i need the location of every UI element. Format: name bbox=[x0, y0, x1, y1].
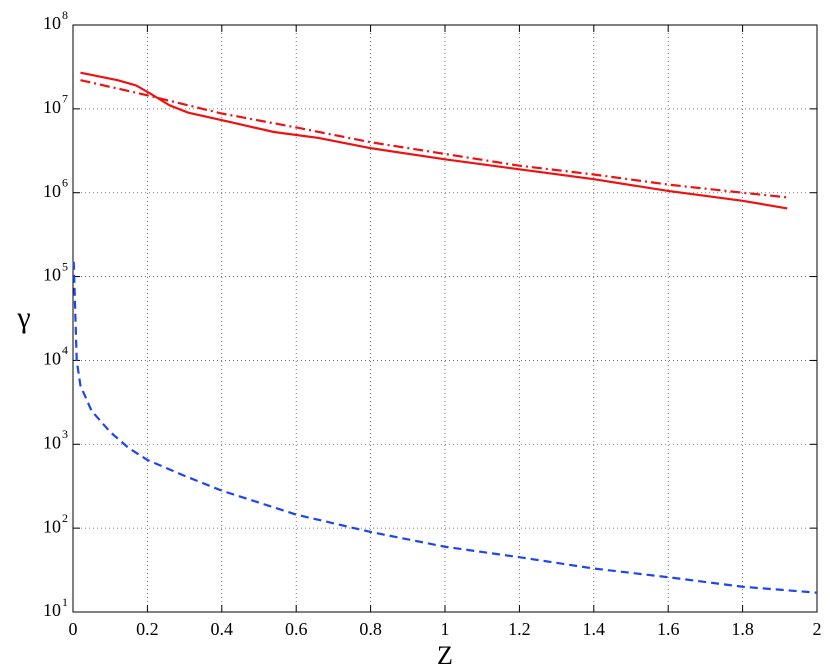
y-tick-label: 10 bbox=[43, 265, 61, 285]
y-tick-exponent: 4 bbox=[62, 343, 68, 357]
x-tick-label: 1.2 bbox=[508, 619, 531, 639]
x-tick-label: 1 bbox=[441, 619, 450, 639]
y-tick-label: 10 bbox=[43, 13, 61, 33]
data-line bbox=[72, 261, 818, 594]
y-tick-exponent: 2 bbox=[62, 511, 68, 525]
data-line bbox=[80, 79, 788, 199]
y-tick-exponent: 8 bbox=[62, 8, 68, 22]
x-tick-label: 0.8 bbox=[359, 619, 382, 639]
y-tick-exponent: 6 bbox=[62, 175, 68, 189]
y-axis-label: γ bbox=[16, 301, 30, 334]
y-tick-label: 10 bbox=[43, 600, 61, 620]
y-tick-label: 10 bbox=[43, 97, 61, 117]
y-tick-label: 10 bbox=[43, 181, 61, 201]
x-tick-label: 0 bbox=[69, 619, 78, 639]
y-tick-exponent: 1 bbox=[62, 595, 68, 609]
y-tick-exponent: 5 bbox=[62, 259, 68, 273]
x-axis-label: Z bbox=[437, 641, 453, 670]
x-tick-label: 0.2 bbox=[136, 619, 159, 639]
x-tick-label: 1.6 bbox=[657, 619, 680, 639]
x-tick-label: 0.6 bbox=[285, 619, 308, 639]
plot-frame bbox=[72, 24, 818, 613]
x-tick-label: 2 bbox=[813, 619, 822, 639]
y-tick-label: 10 bbox=[43, 516, 61, 536]
data-line bbox=[80, 71, 788, 210]
x-tick-label: 1.4 bbox=[583, 619, 606, 639]
x-tick-label: 0.4 bbox=[211, 619, 234, 639]
y-tick-exponent: 3 bbox=[62, 427, 68, 441]
x-tick-label: 1.8 bbox=[731, 619, 754, 639]
y-tick-exponent: 7 bbox=[62, 92, 68, 106]
y-tick-label: 10 bbox=[43, 349, 61, 369]
y-tick-label: 10 bbox=[43, 432, 61, 452]
